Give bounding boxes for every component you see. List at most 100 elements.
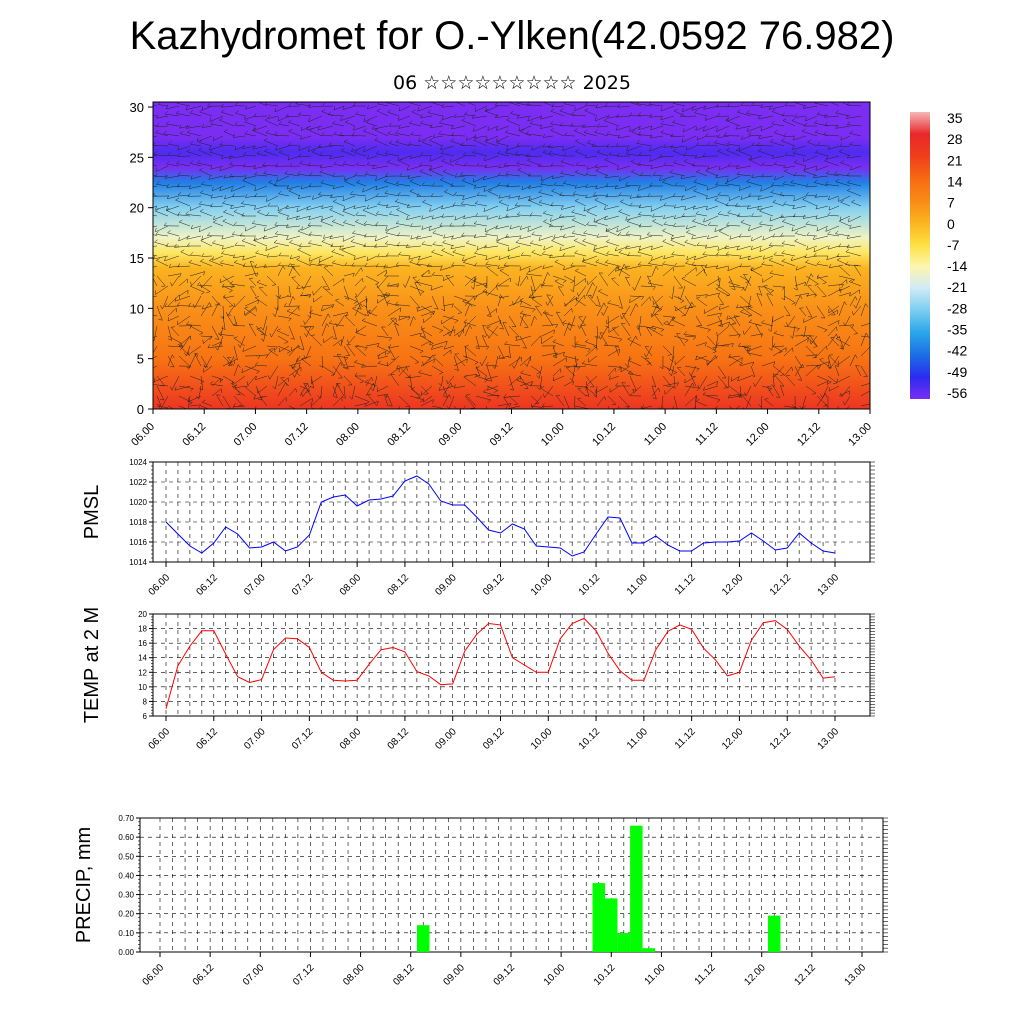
wind-barb-flag — [609, 417, 613, 418]
wind-barb-flag — [318, 258, 321, 263]
x-tick-label: 12.00 — [742, 962, 768, 988]
wind-barb-flag — [200, 381, 205, 384]
wind-barb — [194, 353, 202, 367]
wind-barb — [398, 115, 411, 121]
wind-barb — [746, 112, 763, 117]
wind-barb — [387, 283, 399, 287]
wind-barb-flag — [254, 186, 257, 191]
wind-barb-flag — [770, 384, 775, 387]
wind-barb — [255, 297, 268, 307]
wind-barb — [464, 114, 477, 117]
wind-barb — [420, 154, 433, 157]
wind-barb-flag — [447, 332, 451, 337]
wind-barb-flag — [704, 264, 708, 268]
wind-barb-flag — [513, 403, 518, 406]
wind-barb — [409, 155, 422, 159]
wind-barb-flag — [750, 267, 755, 270]
wind-barb-flag — [598, 289, 602, 292]
wind-barb-flag — [454, 369, 459, 371]
wind-barb — [538, 235, 554, 241]
wind-barb-flag — [234, 242, 238, 246]
wind-barb-flag — [178, 219, 183, 223]
wind-barb-flag — [585, 171, 589, 175]
wind-barb — [256, 282, 268, 287]
wind-barb-flag — [376, 193, 379, 197]
wind-barb-flag — [780, 232, 784, 237]
wind-barb-flag — [198, 139, 203, 143]
wind-barb-flag — [282, 265, 286, 270]
wind-barb-flag — [790, 179, 794, 183]
wind-barb-flag — [388, 140, 393, 144]
x-tick-label: 07.00 — [242, 572, 268, 598]
wind-barb-flag — [838, 243, 842, 248]
wind-barb — [638, 134, 653, 137]
wind-barb-flag — [395, 317, 397, 323]
wind-barb — [170, 327, 180, 337]
wind-barb-flag — [659, 196, 662, 201]
heatmap-x-tick-label: 06.12 — [180, 421, 208, 449]
wind-barb — [304, 315, 312, 325]
wind-barb — [671, 319, 686, 327]
wind-barb — [343, 375, 353, 385]
wind-barb — [189, 112, 202, 117]
wind-barb-flag — [571, 209, 575, 213]
wind-barb-flag — [716, 103, 719, 108]
wind-barb — [660, 195, 675, 201]
wind-barb — [758, 150, 774, 157]
wind-barb — [629, 295, 642, 303]
wind-barb — [177, 145, 191, 151]
y-tick-label: 1016 — [129, 538, 147, 547]
wind-barb-flag — [374, 237, 377, 242]
wind-barb — [583, 205, 598, 212]
wind-barb — [385, 232, 400, 237]
wind-barb-flag — [692, 205, 695, 210]
wind-barb — [167, 315, 180, 322]
wind-barb — [189, 185, 202, 189]
wind-barb — [772, 285, 785, 288]
wind-barb — [783, 347, 793, 357]
wind-barb — [342, 211, 356, 217]
wind-barb — [222, 315, 226, 330]
wind-barb-flag — [670, 144, 673, 149]
wind-barb-flag — [473, 127, 475, 132]
wind-barb — [465, 394, 477, 407]
wind-barb — [298, 155, 312, 158]
wind-barb-flag — [827, 361, 830, 366]
wind-barb — [586, 375, 598, 386]
wind-barb-flag — [318, 261, 322, 265]
wind-barb-flag — [553, 181, 557, 186]
wind-barb — [585, 105, 598, 107]
wind-barb-flag — [827, 231, 831, 235]
wind-barb — [342, 235, 356, 242]
wind-barb-flag — [177, 171, 181, 176]
wind-barb-flag — [509, 403, 512, 408]
wind-barb — [278, 124, 290, 127]
wind-barb — [475, 105, 488, 112]
wind-barb-flag — [836, 333, 839, 338]
wind-barb-flag — [685, 225, 688, 230]
wind-barb-flag — [311, 326, 315, 330]
wind-barb-flag — [416, 235, 419, 240]
wind-barb — [227, 305, 235, 316]
wind-barb — [782, 221, 796, 227]
wind-barb-flag — [357, 308, 362, 310]
wind-barb-flag — [594, 116, 597, 121]
wind-barb-flag — [705, 244, 708, 249]
wind-barb — [717, 295, 724, 305]
wind-barb-flag — [595, 168, 600, 171]
wind-barb-flag — [714, 197, 719, 201]
wind-barb — [442, 394, 450, 407]
wind-barb-flag — [460, 200, 464, 205]
wind-barb — [816, 285, 827, 297]
wind-barb — [384, 181, 400, 187]
wind-barb-flag — [625, 245, 628, 250]
wind-barb — [819, 359, 829, 367]
wind-barb — [651, 385, 657, 400]
wind-barb-flag — [450, 138, 455, 142]
wind-barb-flag — [659, 176, 661, 181]
wind-barb — [638, 205, 653, 209]
wind-barb — [684, 301, 693, 317]
wind-barb — [385, 102, 400, 107]
wind-barb-flag — [772, 373, 775, 378]
wind-barb — [503, 396, 510, 407]
